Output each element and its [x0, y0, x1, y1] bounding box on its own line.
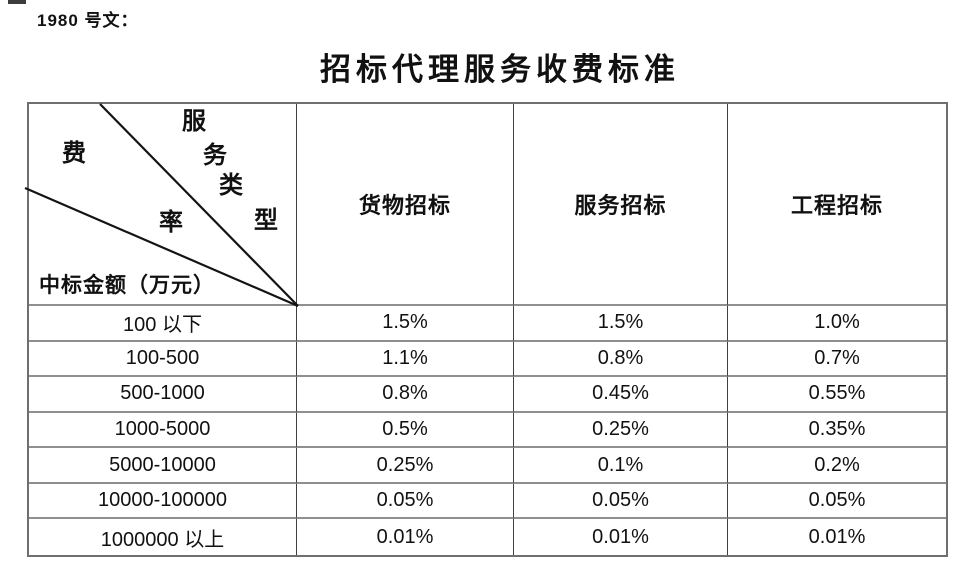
- rate-cell: 1.0%: [728, 306, 946, 342]
- row-label: 100 以下: [29, 306, 297, 342]
- rate-cell: 0.7%: [728, 342, 946, 378]
- row-label: 5000-10000: [29, 448, 297, 484]
- rate-cell: 0.55%: [728, 377, 946, 413]
- corner-fee-char: 费: [62, 141, 86, 167]
- corner-type-char: 类: [219, 173, 243, 199]
- corner-type-char: 服: [182, 109, 206, 135]
- row-label: 10000-100000: [29, 483, 297, 520]
- rate-cell: 0.8%: [514, 341, 728, 378]
- rate-cell: 0.25%: [514, 412, 728, 449]
- column-header-engineering: 工程招标: [728, 104, 946, 306]
- column-header-goods: 货物招标: [297, 104, 514, 306]
- corner-type-char: 型: [254, 208, 278, 234]
- row-axis-label: 中标金额（万元）: [39, 273, 215, 297]
- rate-cell: 1.5%: [514, 306, 728, 342]
- fee-standard-table: 服 务 类 型 费 率 中标金额（万元） 货物招标 服务招标 工程招标 100 …: [24, 102, 948, 557]
- rate-cell: 0.01%: [514, 519, 728, 555]
- rate-cell: 0.05%: [514, 483, 728, 520]
- rate-cell: 0.25%: [297, 448, 514, 484]
- rate-cell: 0.2%: [728, 448, 946, 484]
- rate-cell: 0.45%: [514, 377, 728, 413]
- rate-cell: 0.05%: [297, 483, 514, 520]
- row-label: 1000000 以上: [29, 519, 297, 555]
- corner-fee-char: 率: [159, 210, 183, 236]
- rate-cell: 1.1%: [297, 341, 514, 378]
- row-label: 500-1000: [29, 377, 297, 413]
- row-label: 100-500: [29, 341, 297, 378]
- rate-cell: 0.5%: [297, 412, 514, 449]
- diagonal-divider-lines: [24, 103, 299, 308]
- diagonal-header-cell: 服 务 类 型 费 率 中标金额（万元）: [24, 103, 299, 308]
- row-label: 1000-5000: [29, 412, 297, 449]
- column-header-services: 服务招标: [514, 104, 728, 306]
- rate-cell: 0.1%: [514, 448, 728, 484]
- corner-type-char: 务: [203, 143, 227, 169]
- document-reference: 1980 号文：: [37, 11, 139, 30]
- rate-cell: 0.8%: [297, 377, 514, 413]
- rate-cell: 0.01%: [297, 519, 514, 555]
- rate-cell: 0.35%: [728, 413, 946, 449]
- rate-cell: 0.05%: [728, 484, 946, 520]
- rate-cell: 0.01%: [808, 525, 866, 548]
- rate-cell: 1.5%: [297, 306, 514, 342]
- page-title: 招标代理服务收费标准: [320, 52, 680, 87]
- scan-artifact-mark: [8, 0, 26, 4]
